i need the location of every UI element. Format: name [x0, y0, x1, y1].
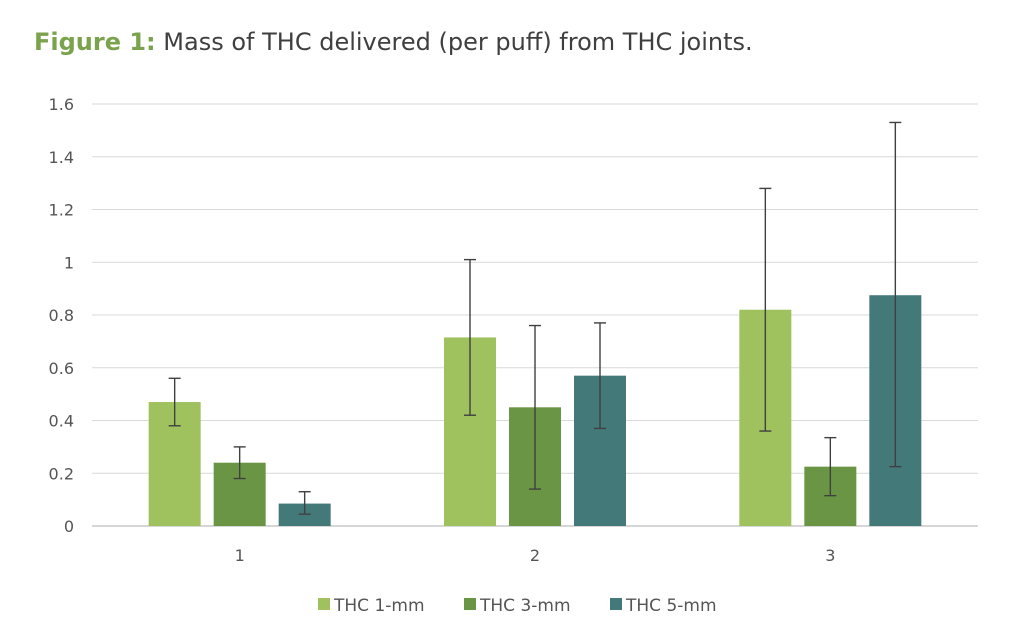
error-bars	[168, 121, 902, 515]
x-tick-label: 3	[825, 546, 835, 565]
y-tick-label: 1.6	[49, 95, 74, 114]
legend-swatch	[318, 598, 330, 610]
figure-label: Figure 1:	[34, 28, 156, 56]
y-tick-label: 0.4	[49, 412, 74, 431]
x-tick-label: 1	[235, 546, 245, 565]
y-tick-label: 1	[64, 253, 74, 272]
y-axis-ticks: 0 0.2 0.4 0.6 0.8 1 1.2 1.4 1.6	[49, 95, 74, 536]
y-tick-label: 1.2	[49, 201, 74, 220]
y-tick-label: 0.8	[49, 306, 74, 325]
x-axis-ticks: 1 2 3	[235, 546, 836, 565]
x-tick-label: 2	[530, 546, 540, 565]
figure-title: Figure 1: Mass of THC delivered (per puf…	[34, 28, 753, 56]
legend-swatch	[610, 598, 622, 610]
legend-label: THC 1-mm	[333, 596, 425, 616]
legend-label: THC 5-mm	[625, 596, 717, 616]
legend-label: THC 3-mm	[479, 596, 571, 616]
y-tick-label: 1.4	[49, 148, 74, 167]
y-tick-label: 0.2	[49, 464, 74, 483]
legend-swatch	[464, 598, 476, 610]
figure-caption: Mass of THC delivered (per puff) from TH…	[163, 28, 753, 56]
legend: THC 1-mm THC 3-mm THC 5-mm	[318, 596, 717, 616]
y-tick-label: 0	[64, 517, 74, 536]
y-tick-label: 0.6	[49, 359, 74, 378]
